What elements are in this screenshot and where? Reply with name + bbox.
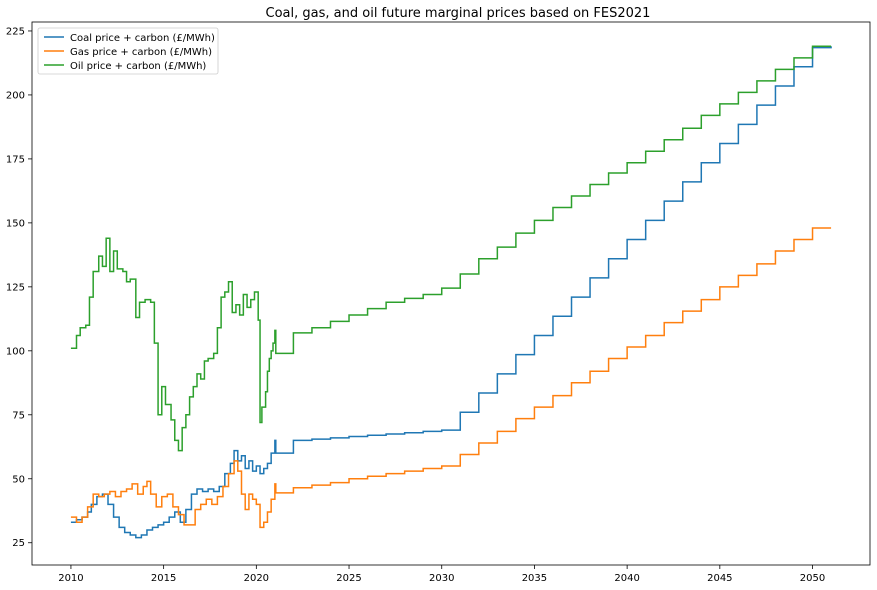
x-tick-label-2: 2020: [244, 573, 269, 584]
x-tick-label-8: 2050: [800, 573, 825, 584]
plot-area-frame: [31, 21, 871, 566]
legend-label-gas: Gas price + carbon (£/MWh): [70, 47, 212, 58]
x-tick-label-6: 2040: [614, 573, 639, 584]
x-axis: 2010 2015 2020 2025 2030 2035 2040 2045 2050: [58, 565, 825, 584]
y-tick-label-8: 225: [6, 26, 25, 37]
legend: Coal price + carbon (£/MWh) Gas price + …: [37, 27, 219, 75]
series-line-coal: [70, 46, 832, 539]
y-tick-label-6: 175: [6, 154, 25, 165]
y-axis: 25 50 75 100 125 150 175 200 225: [6, 26, 32, 549]
y-tick-label-2: 75: [12, 410, 25, 421]
x-tick-label-7: 2045: [707, 573, 732, 584]
x-tick-label-5: 2035: [522, 573, 547, 584]
y-tick-label-5: 150: [6, 218, 25, 229]
x-tick-label-4: 2030: [429, 573, 454, 584]
x-tick-label-3: 2025: [336, 573, 361, 584]
y-tick-label-4: 125: [6, 282, 25, 293]
x-tick-label-1: 2015: [151, 573, 176, 584]
legend-label-coal: Coal price + carbon (£/MWh): [70, 33, 215, 44]
y-tick-label-0: 25: [12, 538, 25, 549]
x-tick-label-0: 2010: [58, 573, 83, 584]
y-tick-label-7: 200: [6, 90, 25, 101]
legend-label-oil: Oil price + carbon (£/MWh): [70, 61, 206, 72]
series-line-oil: [70, 45, 832, 452]
y-tick-label-1: 50: [12, 474, 25, 485]
legend-box: [37, 27, 219, 75]
chart-title: Coal, gas, and oil future marginal price…: [266, 6, 651, 21]
y-tick-label-3: 100: [6, 346, 25, 357]
series-line-gas: [70, 227, 832, 529]
series-layer: [70, 45, 832, 539]
